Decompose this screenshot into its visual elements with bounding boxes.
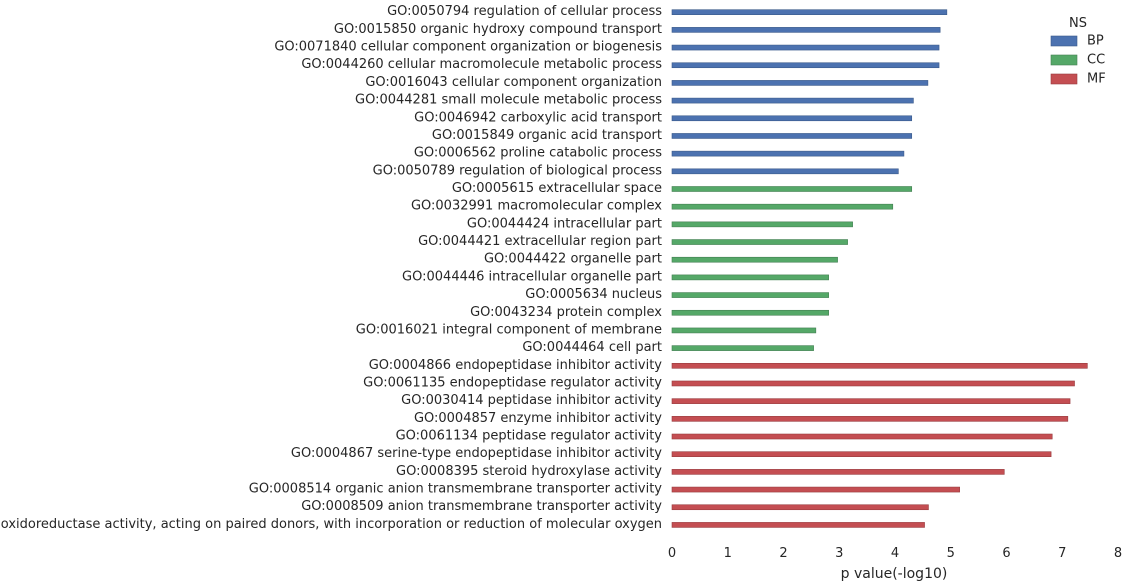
category-label: GO:0006562 proline catabolic process xyxy=(414,146,662,161)
bar-mf xyxy=(671,486,960,493)
category-label: GO:0005634 nucleus xyxy=(525,287,662,302)
category-label: GO:0008514 organic anion transmembrane t… xyxy=(249,482,662,497)
category-label: GO:0004866 endopeptidase inhibitor activ… xyxy=(369,358,663,373)
bar-cc xyxy=(671,274,829,281)
x-tick-label: 2 xyxy=(779,546,787,561)
category-label: GO:0044464 cell part xyxy=(522,340,662,355)
x-tick-label: 1 xyxy=(724,546,732,561)
bar-bp xyxy=(671,115,913,122)
x-tick-label: 0 xyxy=(668,546,676,561)
bar-bp xyxy=(671,27,941,33)
category-label: GO:0005615 extracellular space xyxy=(452,181,662,196)
x-tick-label: 8 xyxy=(1114,546,1122,561)
bar-bp xyxy=(671,80,929,86)
legend-label-mf: MF xyxy=(1087,72,1106,87)
x-tick-label: 5 xyxy=(947,546,955,561)
category-label: GO:0030414 peptidase inhibitor activity xyxy=(401,393,662,408)
legend-entries: BP CC MF xyxy=(1050,34,1106,87)
legend-label-bp: BP xyxy=(1087,34,1104,49)
bar-mf xyxy=(671,433,1053,440)
bar-mf xyxy=(671,380,1075,387)
bar-bp xyxy=(671,44,940,51)
bar-cc xyxy=(671,345,814,351)
category-label: GO:0016705 oxidoreductase activity, acti… xyxy=(0,517,662,532)
category-label: GO:0015849 organic acid transport xyxy=(432,128,662,143)
category-label: GO:0044422 organelle part xyxy=(484,252,662,267)
category-label: GO:0004867 serine-type endopeptidase inh… xyxy=(291,446,662,461)
legend-label-cc: CC xyxy=(1087,53,1105,68)
bar-bp xyxy=(671,97,914,104)
category-label: GO:0015850 organic hydroxy compound tran… xyxy=(334,22,662,37)
category-label: GO:0061134 peptidase regulator activity xyxy=(396,429,663,444)
x-tick-label: 4 xyxy=(891,546,899,561)
legend-swatch-cc xyxy=(1050,54,1078,66)
category-label: GO:0032991 macromolecular complex xyxy=(411,199,662,214)
bar-bp xyxy=(671,168,899,175)
bar-mf xyxy=(671,504,929,511)
category-label: GO:0016021 integral component of membran… xyxy=(356,322,662,337)
bar-bp xyxy=(671,9,948,15)
legend: NS BP CC MF xyxy=(1050,16,1106,87)
category-label: GO:0008395 steroid hydroxylase activity xyxy=(396,464,662,479)
x-tick-label: 3 xyxy=(835,546,843,561)
x-axis-ticks: 0 1 2 3 4 5 6 7 8 xyxy=(668,546,1122,561)
category-label: GO:0044260 cellular macromolecule metabo… xyxy=(301,57,662,72)
bar-bp xyxy=(671,62,940,69)
bar-mf xyxy=(671,469,1005,475)
bar-cc xyxy=(671,256,838,263)
legend-swatch-mf xyxy=(1050,73,1078,85)
category-label: GO:0050789 regulation of biological proc… xyxy=(373,163,663,178)
category-label: GO:0046942 carboxylic acid transport xyxy=(414,110,662,125)
bars-layer xyxy=(671,9,1088,528)
category-labels: GO:0050794 regulation of cellular proces… xyxy=(0,4,662,532)
bar-mf xyxy=(671,451,1052,458)
bar-mf xyxy=(671,398,1071,404)
bar-cc xyxy=(671,203,894,210)
bar-mf xyxy=(671,416,1069,422)
x-axis-label: p value(-log10) xyxy=(841,566,948,582)
category-label: GO:0044281 small molecule metabolic proc… xyxy=(355,93,662,108)
bar-bp xyxy=(671,133,913,139)
bar-mf xyxy=(671,362,1088,369)
category-label: GO:0050794 regulation of cellular proces… xyxy=(387,4,662,19)
bar-bp xyxy=(671,150,905,157)
x-tick-label: 6 xyxy=(1002,546,1010,561)
category-label: GO:0044421 extracellular region part xyxy=(418,234,662,249)
bar-cc xyxy=(671,239,848,245)
category-label: GO:0043234 protein complex xyxy=(470,305,662,320)
bar-cc xyxy=(671,186,913,192)
category-label: GO:0004857 enzyme inhibitor activity xyxy=(414,411,662,426)
bar-mf xyxy=(671,522,925,528)
bar-cc xyxy=(671,221,853,228)
category-label: GO:0044446 intracellular organelle part xyxy=(402,269,662,284)
bar-cc xyxy=(671,309,829,316)
legend-title: NS xyxy=(1069,16,1087,31)
legend-swatch-bp xyxy=(1050,35,1078,47)
bar-cc xyxy=(671,292,829,298)
x-tick-label: 7 xyxy=(1058,546,1066,561)
category-label: GO:0008509 anion transmembrane transport… xyxy=(301,499,662,514)
category-label: GO:0071840 cellular component organizati… xyxy=(274,40,662,55)
category-label: GO:0044424 intracellular part xyxy=(467,216,662,231)
bar-cc xyxy=(671,327,817,334)
category-label: GO:0016043 cellular component organizati… xyxy=(365,75,662,90)
category-label: GO:0061135 endopeptidase regulator activ… xyxy=(363,375,662,390)
